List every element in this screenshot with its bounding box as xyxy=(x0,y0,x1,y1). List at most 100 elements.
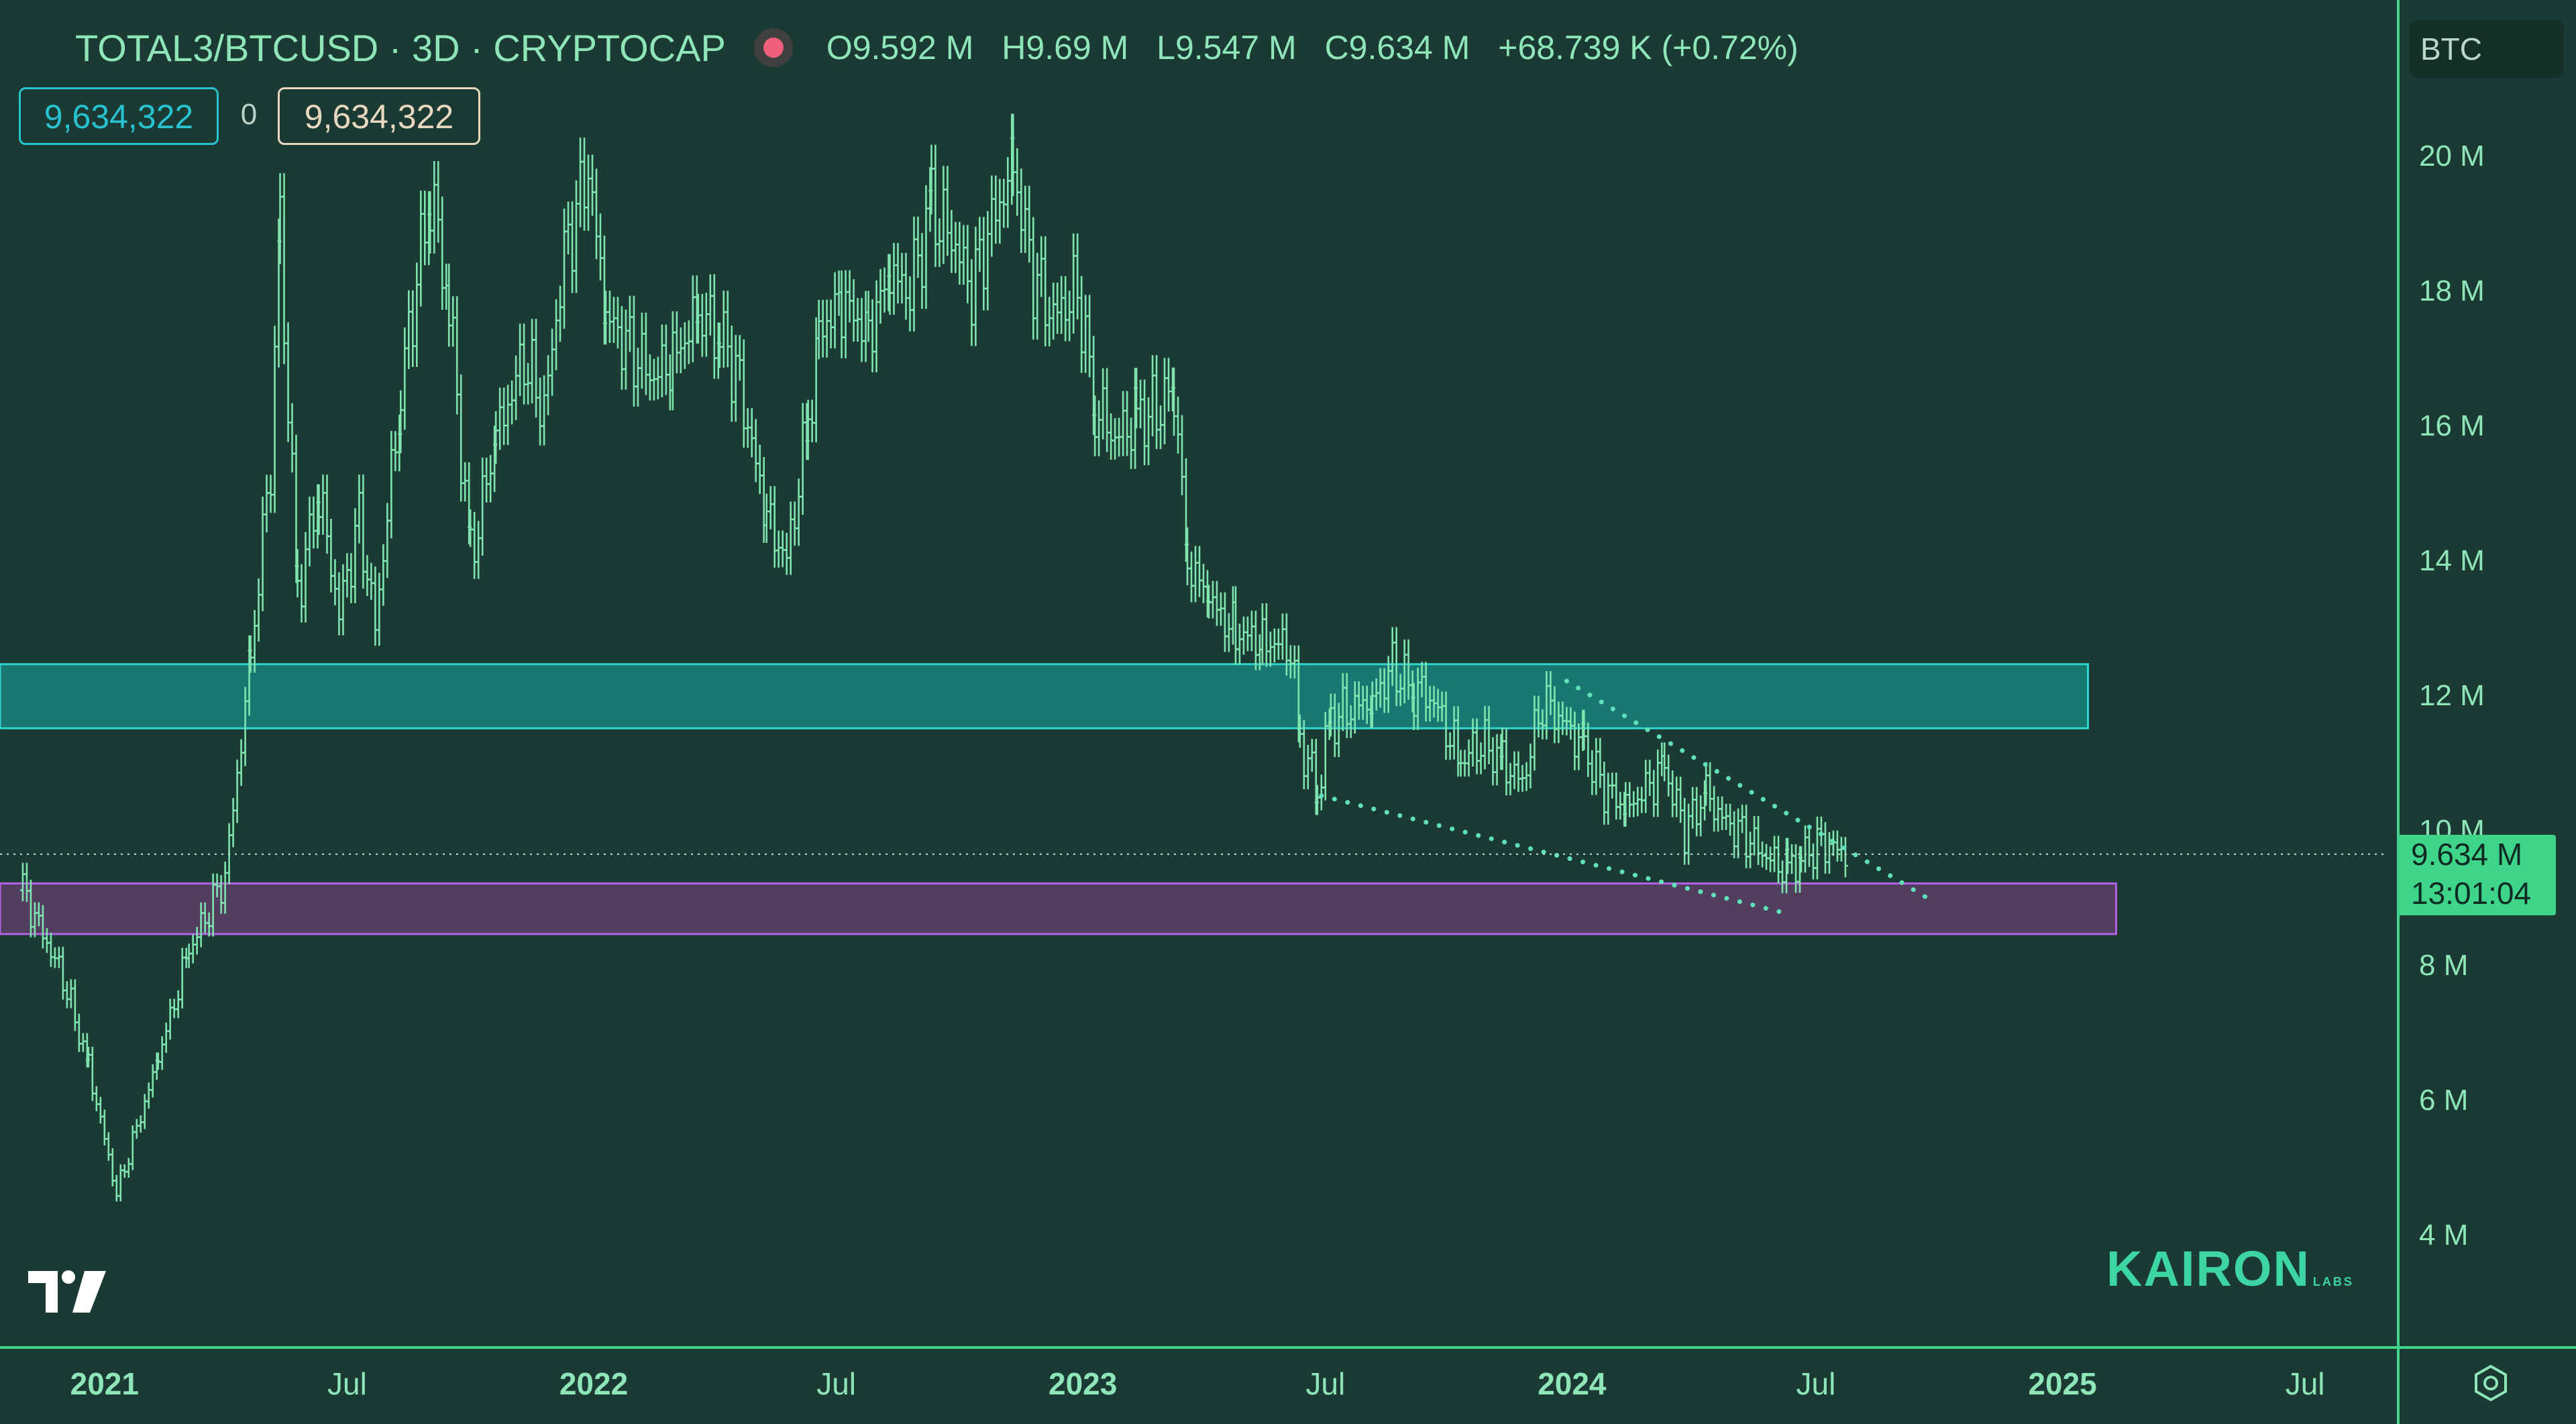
ohlc-bar xyxy=(364,555,370,597)
ohlc-bar xyxy=(729,325,735,422)
ohlc-bar xyxy=(655,356,661,400)
ohlc-bar xyxy=(1189,551,1195,603)
ohlc-bar xyxy=(1523,762,1529,791)
ohlc-bar xyxy=(175,990,181,1019)
ohlc-bar xyxy=(1743,805,1750,868)
last-price-value: 9.634 M xyxy=(2411,837,2523,872)
ohlc-bar xyxy=(1613,772,1619,820)
currency-badge[interactable]: BTC xyxy=(2410,20,2564,78)
ohlc-bar xyxy=(733,335,739,422)
time-tick-label: Jul xyxy=(1305,1366,1345,1401)
ohlc-bar xyxy=(1589,750,1595,795)
ohlc-bar xyxy=(537,377,543,446)
price-tick-label: 4 M xyxy=(2419,1219,2468,1252)
price-axis[interactable]: 20 M18 M16 M14 M12 M10 M8 M6 M4 M xyxy=(2419,140,2485,1252)
ohlc-bar xyxy=(757,444,763,495)
ohlc-bar xyxy=(320,474,326,536)
ohlc-bar xyxy=(454,296,460,415)
ohlc-bar xyxy=(832,272,838,349)
ohlc-bar xyxy=(985,211,991,311)
ohlc-bar xyxy=(1490,737,1496,786)
ohlc-bar xyxy=(1655,749,1661,817)
ohlc-bar xyxy=(578,138,584,227)
bar-countdown: 13:01:04 xyxy=(2411,876,2532,911)
ohlc-bar xyxy=(476,521,482,579)
buy-price-button[interactable]: 9,634,322 xyxy=(19,87,219,145)
ohlc-bar xyxy=(1756,815,1762,865)
gear-icon[interactable] xyxy=(2470,1362,2512,1404)
ohlc-bar xyxy=(125,1158,131,1178)
sell-price-button[interactable]: 9,634,322 xyxy=(278,87,480,145)
ohlc-bar xyxy=(68,979,74,1009)
ohlc-bar xyxy=(1715,796,1721,832)
ohlc-bar xyxy=(1200,564,1206,603)
ohlc-bar xyxy=(570,201,576,293)
ohlc-bar xyxy=(303,531,309,623)
ohlc-bar xyxy=(163,1022,169,1053)
change-value: +68.739 K (+0.72%) xyxy=(1498,29,1799,66)
ohlc-bar xyxy=(146,1082,152,1109)
time-tick-label: 2025 xyxy=(2028,1366,2096,1401)
ohlc-bar xyxy=(97,1097,103,1124)
ohlc-bar xyxy=(1309,739,1315,772)
ohlc-bar xyxy=(647,354,653,401)
ohlc-bar xyxy=(268,474,274,513)
ohlc-bar xyxy=(741,339,747,448)
ohlc-bar xyxy=(749,408,755,458)
ohlc-bar xyxy=(1210,580,1216,619)
ohlc-bar xyxy=(517,323,523,397)
ohlc-bar xyxy=(1162,358,1168,445)
ohlc-bar xyxy=(843,270,849,358)
ohlc-bar xyxy=(388,431,394,539)
ohlc-bar xyxy=(344,553,350,598)
ohlc-bar xyxy=(1154,355,1160,450)
ohlc-bar xyxy=(1651,770,1657,817)
ohlc-bar xyxy=(771,486,777,568)
ohlc-bar xyxy=(1305,744,1311,790)
ohlc-bar xyxy=(859,297,865,362)
ohlc-bar xyxy=(1179,415,1185,496)
ohlc-bar xyxy=(1263,603,1269,667)
ohlc-bar xyxy=(1071,233,1077,334)
ohlc-bar xyxy=(159,1036,165,1070)
ohlc-bar xyxy=(1005,157,1011,228)
ohlc-bar xyxy=(1030,217,1036,340)
ohlc-bar xyxy=(1096,400,1102,456)
ohlc-bar xyxy=(873,280,879,372)
ohlc-bar xyxy=(1146,397,1152,466)
ohlc-bar xyxy=(462,462,468,502)
ohlc-bar xyxy=(590,154,596,216)
ohlc-bar xyxy=(711,274,717,379)
ohlc-bar xyxy=(521,323,527,405)
ohlc-bar xyxy=(686,320,692,364)
ohlc-bar xyxy=(1271,628,1277,663)
ohlc-bar xyxy=(1014,148,1020,216)
ohlc-bar xyxy=(775,530,782,568)
ohlc-bar xyxy=(663,324,669,395)
market-status-icon xyxy=(763,38,784,58)
ohlc-bar xyxy=(422,191,428,266)
ohlc-bar xyxy=(1647,760,1653,797)
time-tick-label: Jul xyxy=(327,1366,367,1401)
ohlc-bar xyxy=(1192,546,1198,603)
symbol-title[interactable]: TOTAL3/BTCUSD · 3D · CRYPTOCAP xyxy=(75,26,726,69)
ohlc-bar xyxy=(1158,405,1164,450)
ohlc-bar xyxy=(1079,276,1085,373)
ohlc-bar xyxy=(332,559,338,605)
ohlc-bar xyxy=(1038,236,1044,297)
ohlc-bar xyxy=(574,180,580,293)
ohlc-bar xyxy=(541,375,547,446)
ohlc-bar xyxy=(919,233,925,309)
ohlc-bar xyxy=(903,252,909,320)
ohlc-bar xyxy=(1727,803,1733,836)
last-price-label: 9.634 M 13:01:04 xyxy=(2398,835,2556,915)
tradingview-logo-icon[interactable] xyxy=(25,1266,109,1317)
ohlc-bar xyxy=(720,291,727,368)
ohlc-bar xyxy=(1279,613,1285,660)
ohlc-bar xyxy=(484,457,490,503)
ohlc-bar xyxy=(582,138,588,231)
kairon-watermark: KAIRON LABS xyxy=(2106,1240,2354,1297)
time-axis[interactable]: 2021 Jul 2022 Jul 2023 Jul 2024 Jul 2025 Jul xyxy=(70,1366,2325,1401)
ohlc-bar xyxy=(513,355,519,421)
